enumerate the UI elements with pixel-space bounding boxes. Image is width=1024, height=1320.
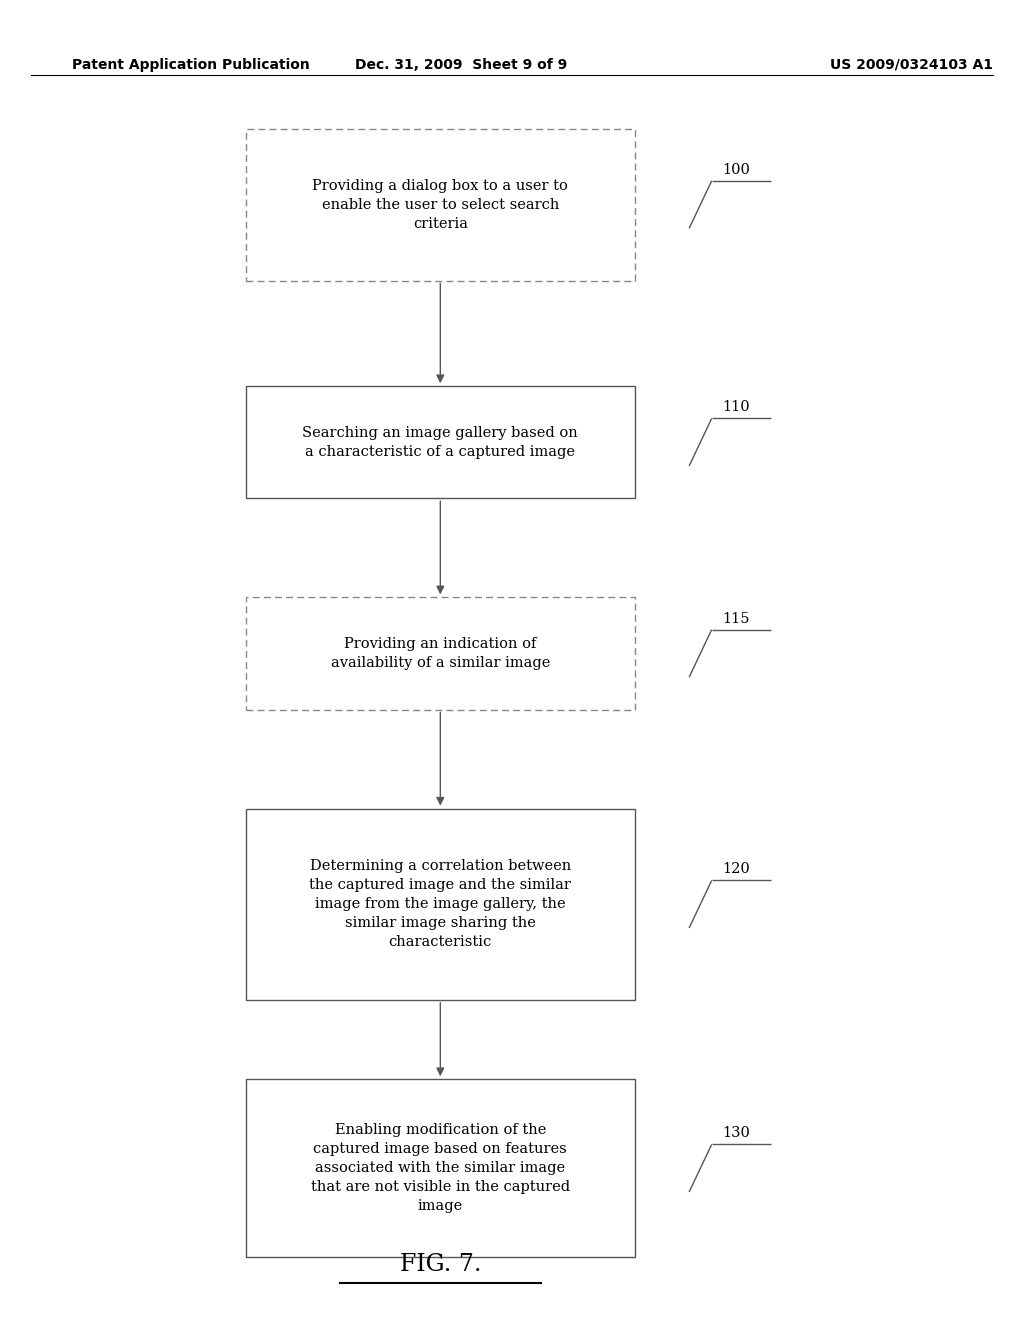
Text: FIG. 7.: FIG. 7. — [399, 1253, 481, 1276]
Text: 115: 115 — [722, 611, 750, 626]
Text: 110: 110 — [722, 400, 750, 414]
Bar — [246, 1080, 635, 1257]
Text: Determining a correlation between
the captured image and the similar
image from : Determining a correlation between the ca… — [309, 859, 571, 949]
Text: Dec. 31, 2009  Sheet 9 of 9: Dec. 31, 2009 Sheet 9 of 9 — [354, 58, 567, 71]
Text: Enabling modification of the
captured image based on features
associated with th: Enabling modification of the captured im… — [310, 1123, 570, 1213]
Text: US 2009/0324103 A1: US 2009/0324103 A1 — [830, 58, 993, 71]
Text: Patent Application Publication: Patent Application Publication — [72, 58, 309, 71]
Bar — [246, 808, 635, 1001]
Text: 100: 100 — [722, 162, 750, 177]
Text: Providing an indication of
availability of a similar image: Providing an indication of availability … — [331, 638, 550, 669]
Text: 120: 120 — [722, 862, 750, 876]
Text: 130: 130 — [722, 1126, 750, 1140]
Bar — [246, 597, 635, 710]
Text: Searching an image gallery based on
a characteristic of a captured image: Searching an image gallery based on a ch… — [302, 426, 579, 458]
Bar — [246, 385, 635, 498]
Bar — [246, 129, 635, 281]
Text: Providing a dialog box to a user to
enable the user to select search
criteria: Providing a dialog box to a user to enab… — [312, 178, 568, 231]
